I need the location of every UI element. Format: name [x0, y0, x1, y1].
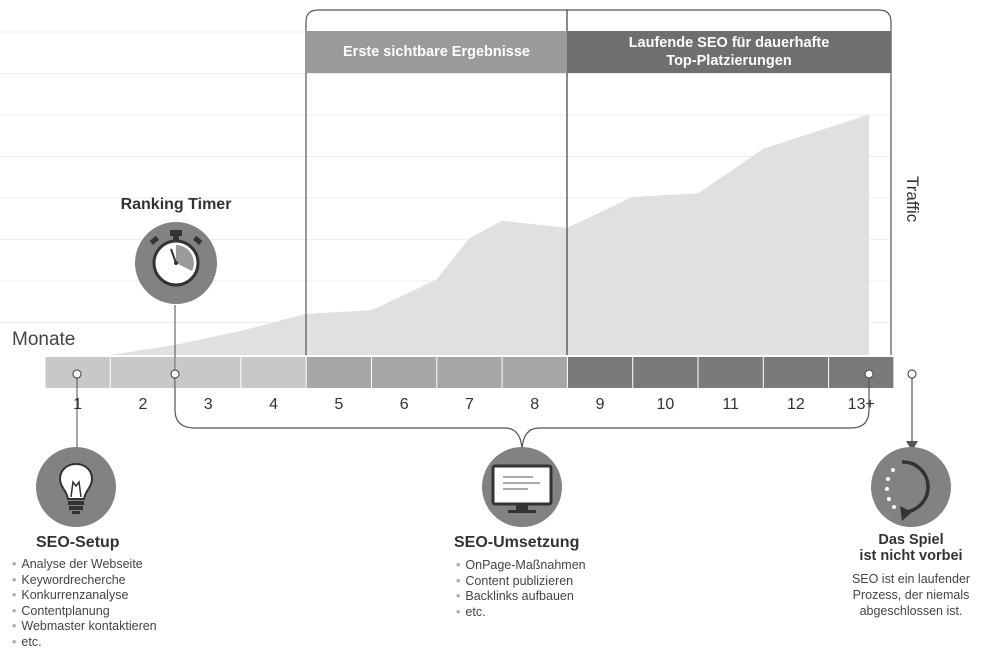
timeline-segment-10: [633, 357, 698, 388]
month-label-8: 8: [530, 396, 540, 413]
arrow-spiel: [906, 441, 918, 451]
month-label-4: 4: [269, 396, 278, 413]
spiel-title-line-2: ist nicht vorbei: [859, 548, 963, 564]
list-item: Backlinks aufbauen: [456, 589, 586, 605]
timeline-segment-2: [110, 357, 176, 388]
timeline-segment-3: [176, 357, 241, 388]
month-label-13: 13+: [847, 396, 875, 413]
timeline-segment-6: [372, 357, 437, 388]
umsetzung-title: SEO-Umsetzung: [454, 534, 580, 551]
phase-header-1: [306, 31, 567, 73]
timeline-segment-13: [829, 357, 894, 388]
timeline-segment-11: [698, 357, 763, 388]
timeline-segment-8: [502, 357, 567, 388]
umsetzung-list: OnPage-Maßnahmen Content publizieren Bac…: [456, 558, 586, 621]
phase-label-2-text: Laufende SEO für dauerhafte Top-Platzier…: [628, 35, 830, 69]
timeline-segment-12: [763, 357, 829, 388]
lightbulb-icon: [36, 447, 116, 527]
month-label-7: 7: [464, 396, 474, 413]
timeline-segment-9: [567, 357, 633, 388]
month-label-12: 12: [787, 396, 805, 413]
month-label-3: 3: [203, 396, 213, 413]
timeline-segment-7: [437, 357, 502, 388]
month-label-10: 10: [656, 396, 675, 413]
brace-umsetzung: [174, 378, 870, 451]
list-item: Konkurrenzanalyse: [12, 588, 157, 604]
marker-month-13: [864, 369, 874, 379]
phase-frame-2: [566, 9, 892, 355]
ranking-timer-title: Ranking Timer: [120, 196, 232, 213]
list-item: Contentplanung: [12, 604, 157, 620]
month-label-9: 9: [595, 396, 605, 413]
timeline-bar: [45, 357, 894, 388]
spiel-desc-line-3: abgeschlossen ist.: [859, 604, 963, 618]
setup-list: Analyse der Webseite Keywordrecherche Ko…: [12, 557, 157, 651]
month-label-6: 6: [399, 396, 409, 413]
timeline-segment-4: [241, 357, 306, 388]
marker-month-2: [170, 369, 180, 379]
phase-header-2: [567, 31, 891, 73]
month-label-1: 1: [73, 396, 83, 413]
list-item: Webmaster kontaktieren: [12, 619, 156, 635]
spiel-desc-line-2: Prozess, der niemals: [852, 588, 970, 602]
list-item: etc.: [12, 635, 157, 651]
setup-title: SEO-Setup: [36, 534, 120, 551]
refresh-icon: [871, 447, 951, 527]
monitor-icon: [482, 447, 562, 527]
month-label-5: 5: [334, 396, 344, 413]
spiel-title-line-1: Das Spiel: [878, 532, 944, 548]
marker-continue: [907, 369, 917, 379]
list-item: Keywordrecherche: [12, 573, 157, 589]
spiel-title: Das Spiel ist nicht vorbei: [836, 532, 981, 564]
phase-label-2: Laufende SEO für dauerhafte Top-Platzier…: [567, 31, 891, 73]
spiel-description: SEO ist ein laufender Prozess, der niema…: [836, 571, 981, 619]
marker-month-1: [72, 369, 82, 379]
month-label-2: 2: [138, 396, 148, 413]
y-axis-label: Traffic: [903, 176, 922, 223]
traffic-area: [110, 114, 870, 356]
phase-frame-1: [305, 9, 568, 355]
list-item: Analyse der Webseite: [12, 557, 157, 573]
list-item: Content publizieren: [456, 574, 586, 590]
x-axis-label: Monate: [12, 329, 76, 350]
phase-label-1-text: Erste sichtbare Ergebnisse: [343, 44, 530, 60]
stopwatch-icon: [135, 222, 217, 304]
spiel-desc-line-1: SEO ist ein laufender: [851, 572, 971, 586]
phase-label-1: Erste sichtbare Ergebnisse: [306, 31, 567, 73]
list-item: OnPage-Maßnahmen: [456, 558, 585, 574]
timeline-segment-5: [306, 357, 371, 388]
list-item: etc.: [456, 605, 586, 621]
month-label-11: 11: [722, 396, 739, 413]
